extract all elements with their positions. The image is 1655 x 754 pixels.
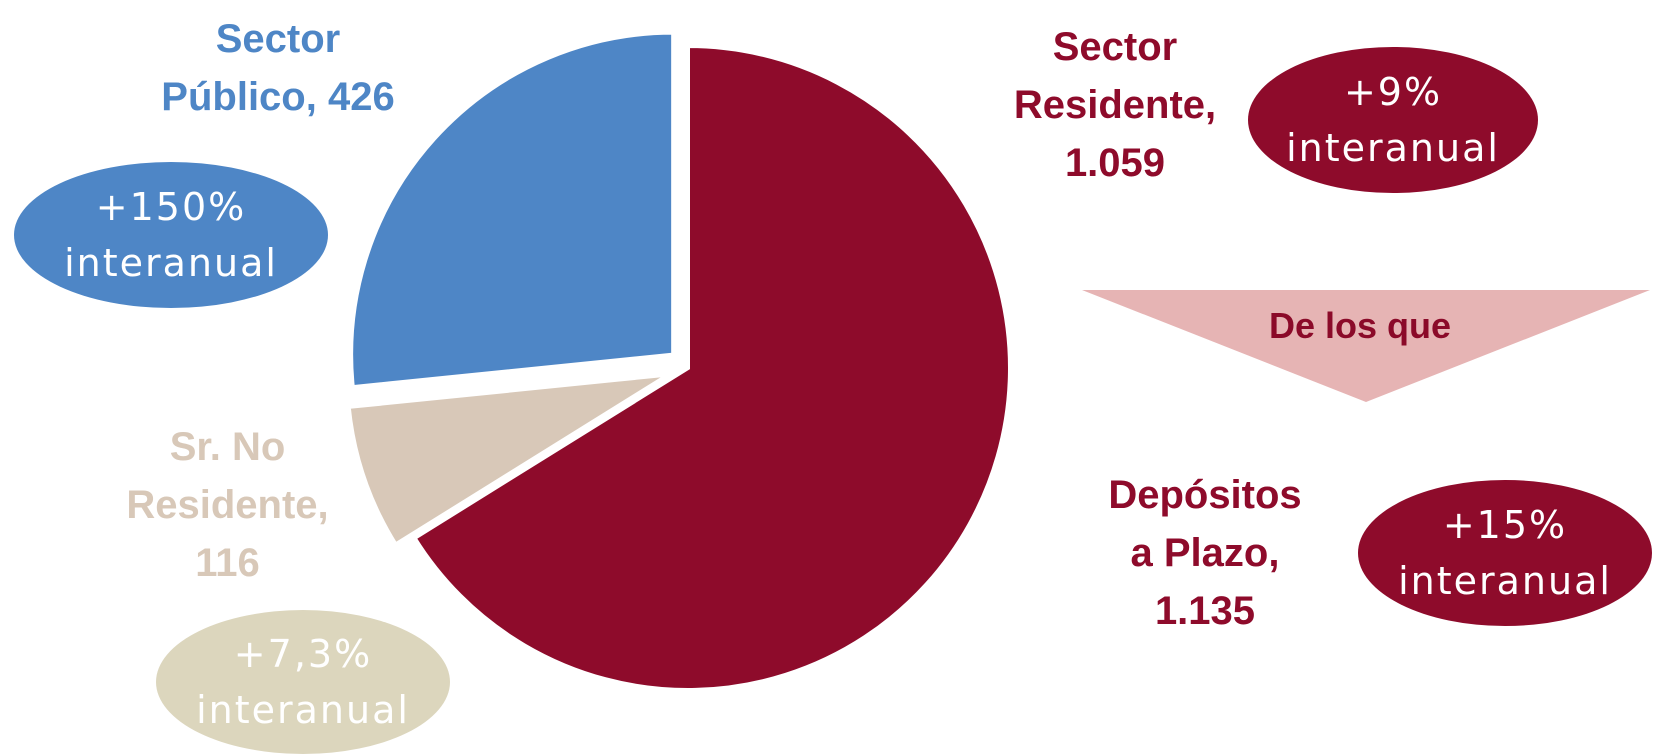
badge-publico: +150% interanual — [14, 162, 328, 308]
badge-depositos-value: +15% — [1442, 503, 1568, 547]
label-depositos-line1: Depósitos — [1108, 473, 1302, 517]
slice-sector-publico — [349, 30, 676, 390]
label-no-residente-line2: Residente, — [126, 483, 329, 527]
label-depositos-line2: a Plazo, — [1130, 531, 1280, 575]
badge-depositos: +15% interanual — [1358, 480, 1652, 626]
label-residente-line1: Sector — [1052, 25, 1178, 69]
label-residente-line3: 1.059 — [1064, 141, 1166, 185]
label-residente-line2: Residente, — [1013, 83, 1217, 127]
badge-depositos-text: interanual — [1398, 559, 1612, 603]
label-publico-line2: Público, 426 — [161, 75, 395, 119]
badge-residente-value: +9% — [1343, 70, 1443, 114]
badge-no-residente-value: +7,3% — [233, 632, 373, 676]
badge-no-residente: +7,3% interanual — [156, 610, 450, 754]
label-sector-publico: Sector Público, 426 — [108, 10, 448, 126]
slice-no-residente — [346, 372, 671, 548]
badge-publico-text: interanual — [64, 241, 278, 285]
label-depositos-line3: 1.135 — [1154, 589, 1256, 633]
label-sector-residente: Sector Residente, 1.059 — [970, 18, 1260, 192]
badge-no-residente-text: interanual — [196, 688, 410, 732]
slice-sector-residente — [411, 43, 1012, 692]
label-no-residente-line3: 116 — [195, 541, 260, 585]
badge-publico-value: +150% — [95, 185, 247, 229]
label-publico-line1: Sector — [215, 17, 341, 61]
label-depositos-plazo: Depósitos a Plazo, 1.135 — [1060, 466, 1350, 640]
label-no-residente-line1: Sr. No — [169, 425, 286, 469]
badge-residente: +9% interanual — [1248, 47, 1538, 193]
arrow-label: De los que — [1268, 305, 1452, 346]
label-no-residente: Sr. No Residente, 116 — [90, 418, 365, 592]
down-arrow-icon — [1082, 290, 1650, 402]
badge-residente-text: interanual — [1286, 126, 1500, 170]
